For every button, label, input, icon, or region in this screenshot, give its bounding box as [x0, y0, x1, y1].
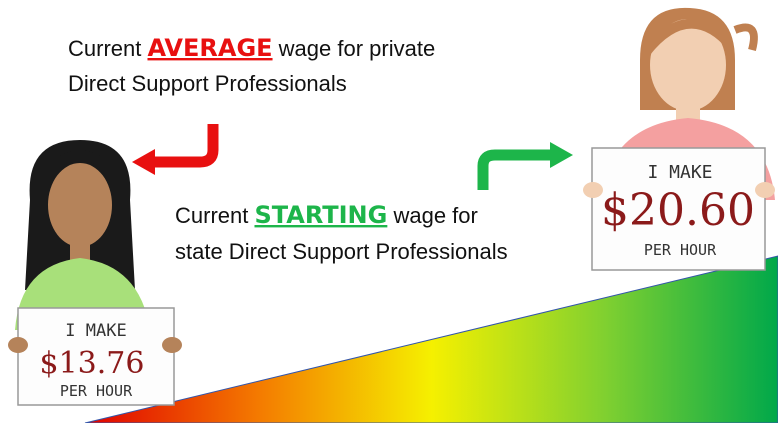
- caption-lead: Current: [175, 203, 248, 228]
- wage-ramp: [84, 255, 778, 423]
- left-person: [8, 140, 182, 406]
- caption: Current STARTING wage for: [175, 201, 478, 229]
- caption-lead: Current: [68, 36, 141, 61]
- red-arrow: [152, 124, 219, 168]
- caption-highlight: STARTING: [254, 201, 387, 229]
- caption-rest: wage for private: [278, 36, 436, 61]
- sign-board: [591, 147, 766, 271]
- caption-rest: wage for: [392, 203, 477, 228]
- caption-line: Direct Support Professionals: [68, 71, 347, 96]
- sign-line: I MAKE: [65, 321, 126, 341]
- right-person: [583, 7, 775, 271]
- green-arrow: [477, 149, 553, 190]
- caption: Current AVERAGE wage for private: [68, 34, 435, 62]
- caption-highlight: AVERAGE: [147, 34, 272, 62]
- sign-board: [17, 307, 175, 406]
- sign-line: PER HOUR: [60, 382, 133, 400]
- sign-amount: $13.76: [40, 346, 145, 381]
- sign-line: I MAKE: [647, 162, 712, 183]
- sign-line: PER HOUR: [644, 241, 717, 259]
- green-arrowhead: [550, 142, 573, 168]
- sign-amount: $20.60: [601, 185, 755, 236]
- caption-line: state Direct Support Professionals: [175, 239, 508, 264]
- red-arrowhead: [132, 149, 155, 175]
